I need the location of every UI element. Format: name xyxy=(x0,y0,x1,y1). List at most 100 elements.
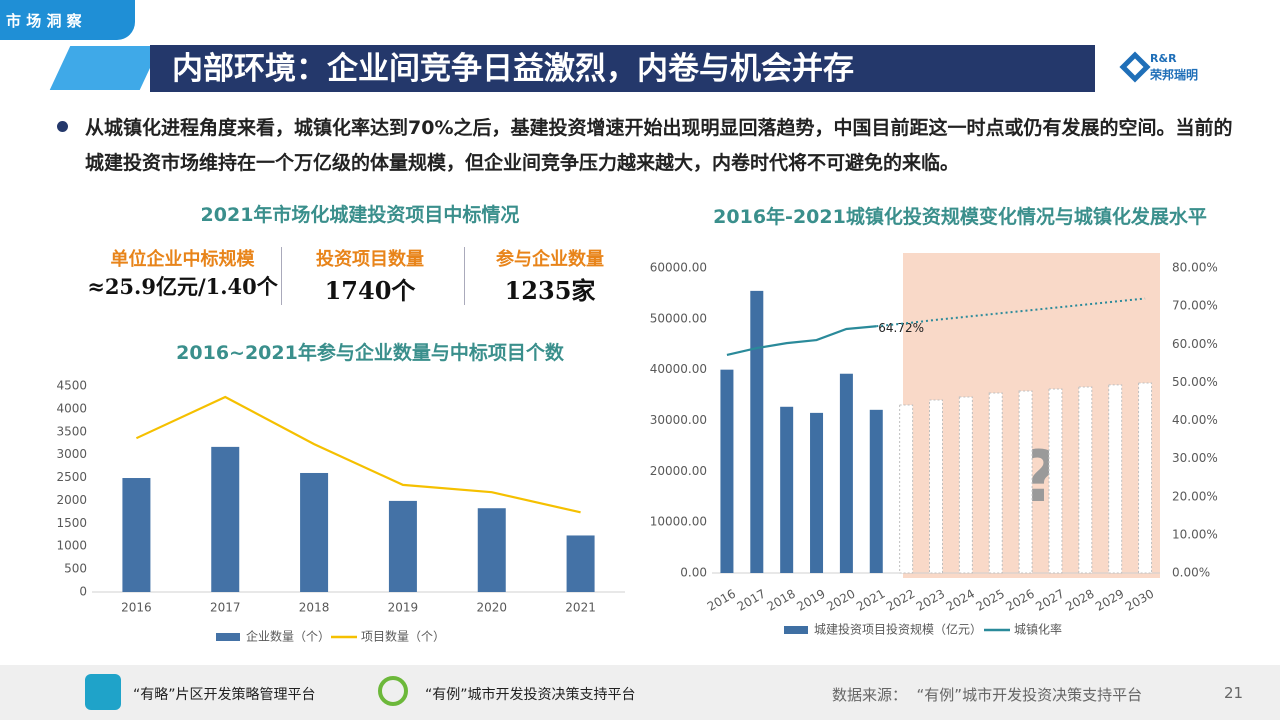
bar xyxy=(929,399,943,574)
footer xyxy=(0,665,1280,720)
y-tick-label: 50000.00 xyxy=(650,311,707,325)
bar xyxy=(780,406,794,573)
stat-label: 参与企业数量 xyxy=(496,249,604,270)
stat-label: 投资项目数量 xyxy=(316,249,424,270)
x-tick-label: 2023 xyxy=(914,587,947,614)
y2-tick-label: 30.00% xyxy=(1172,451,1218,465)
stat-value: 1235家 xyxy=(504,276,596,305)
line xyxy=(876,297,1146,328)
bar xyxy=(750,290,764,573)
line xyxy=(726,325,877,356)
bar xyxy=(388,500,417,592)
x-tick-label: 2027 xyxy=(1033,587,1066,614)
x-tick-label: 2030 xyxy=(1123,587,1156,614)
chart-title: 2016~2021年参与企业数量与中标项目个数 xyxy=(176,342,564,364)
x-tick-label: 2019 xyxy=(388,601,419,615)
divider xyxy=(281,247,282,305)
bar xyxy=(869,409,883,573)
bar xyxy=(720,369,734,573)
section-tag: 市 场 洞 察 xyxy=(6,12,82,30)
source: 数据来源： “有例”城市开发投资决策支持平台 xyxy=(832,686,1143,704)
data-label: 64.72% xyxy=(878,321,924,335)
x-tick-label: 2016 xyxy=(121,601,152,615)
y-tick-label: 4500 xyxy=(56,379,87,393)
y-tick-label: 3000 xyxy=(56,447,87,461)
page-number: 21 xyxy=(1224,684,1244,702)
y-tick-label: 20000.00 xyxy=(650,464,707,478)
y-tick-label: 2000 xyxy=(56,493,87,507)
y-tick-label: 0 xyxy=(79,585,87,599)
y-tick-label: 4000 xyxy=(56,401,87,415)
y-tick-label: 30000.00 xyxy=(650,413,707,427)
x-tick-label: 2020 xyxy=(824,587,857,614)
tag-bg xyxy=(0,0,135,40)
y-tick-label: 500 xyxy=(64,562,87,576)
bar xyxy=(958,396,973,574)
platform-name: “有例”城市开发投资决策支持平台 xyxy=(425,687,636,703)
y-tick-label: 0.00 xyxy=(680,566,707,580)
stat: 投资项目数量 1740个 xyxy=(285,245,455,306)
x-tick-label: 2018 xyxy=(299,601,330,615)
x-tick-label: 2017 xyxy=(735,587,768,614)
bar xyxy=(1108,384,1123,574)
y2-tick-label: 80.00% xyxy=(1172,261,1218,275)
bar xyxy=(810,412,824,573)
y2-tick-label: 70.00% xyxy=(1172,299,1218,313)
legend-swatch xyxy=(216,633,240,641)
x-tick-label: 2018 xyxy=(764,587,797,614)
y-tick-label: 10000.00 xyxy=(650,515,707,529)
legend-label: 城镇化率 xyxy=(1014,622,1062,637)
x-tick-label: 2024 xyxy=(944,587,977,614)
legend-label: 项目数量（个） xyxy=(361,629,445,644)
stat-value: 1740个 xyxy=(324,276,416,305)
x-tick-label: 2022 xyxy=(884,587,917,614)
y2-tick-label: 10.00% xyxy=(1172,527,1218,541)
x-tick-label: 2019 xyxy=(794,587,827,614)
bar xyxy=(300,472,329,592)
legend-label: 城建投资项目投资规模（亿元） xyxy=(814,622,982,637)
y-tick-label: 2500 xyxy=(56,470,87,484)
stat: 参与企业数量 1235家 xyxy=(465,245,635,306)
platform-icon xyxy=(378,676,408,706)
platform-name: “有略”片区开发策略管理平台 xyxy=(133,687,316,703)
stat: 单位企业中标规模 ≈25.9亿元/1.40个 xyxy=(85,245,280,301)
y-tick-label: 60000.00 xyxy=(650,261,707,275)
platform-icon xyxy=(85,674,121,710)
x-tick-label: 2028 xyxy=(1063,587,1096,614)
stat-label: 单位企业中标规模 xyxy=(110,249,255,270)
bar xyxy=(566,535,595,592)
bar xyxy=(899,404,914,574)
y-tick-label: 40000.00 xyxy=(650,362,707,376)
bar xyxy=(477,508,506,592)
slide-title: 内部环境：企业间竞争日益激烈，内卷与机会并存 xyxy=(172,51,854,87)
y-tick-label: 3500 xyxy=(56,424,87,438)
divider xyxy=(464,247,465,305)
bar xyxy=(1138,382,1153,574)
x-tick-label: 2021 xyxy=(854,587,887,614)
legend-swatch xyxy=(784,626,808,634)
bar xyxy=(839,373,853,573)
stats-title: 2021年市场化城建投资项目中标情况 xyxy=(200,204,520,226)
y2-tick-label: 20.00% xyxy=(1172,489,1218,503)
logo-mark: R&R xyxy=(1150,52,1177,65)
x-tick-label: 2026 xyxy=(1003,587,1036,614)
legend-label: 企业数量（个） xyxy=(246,629,330,644)
x-tick-label: 2020 xyxy=(476,601,507,615)
bar xyxy=(1078,386,1093,574)
title-bar xyxy=(150,45,1095,92)
x-tick-label: 2029 xyxy=(1093,587,1126,614)
y2-tick-label: 0.00% xyxy=(1172,566,1210,580)
y2-tick-label: 60.00% xyxy=(1172,337,1218,351)
chart-title: 2016年-2021城镇化投资规模变化情况与城镇化发展水平 xyxy=(713,206,1207,228)
y2-tick-label: 50.00% xyxy=(1172,375,1218,389)
x-tick-label: 2025 xyxy=(974,587,1007,614)
bullet-text: 从城镇化进程角度来看，城镇化率达到70%之后，基建投资增速开始出现明显回落趋势，… xyxy=(85,117,1233,174)
bar xyxy=(122,478,151,592)
bar xyxy=(988,392,1003,574)
bar xyxy=(1048,388,1063,574)
y2-tick-label: 40.00% xyxy=(1172,413,1218,427)
logo-name: 荣邦瑞明 xyxy=(1150,68,1199,82)
bar xyxy=(1018,390,1033,574)
